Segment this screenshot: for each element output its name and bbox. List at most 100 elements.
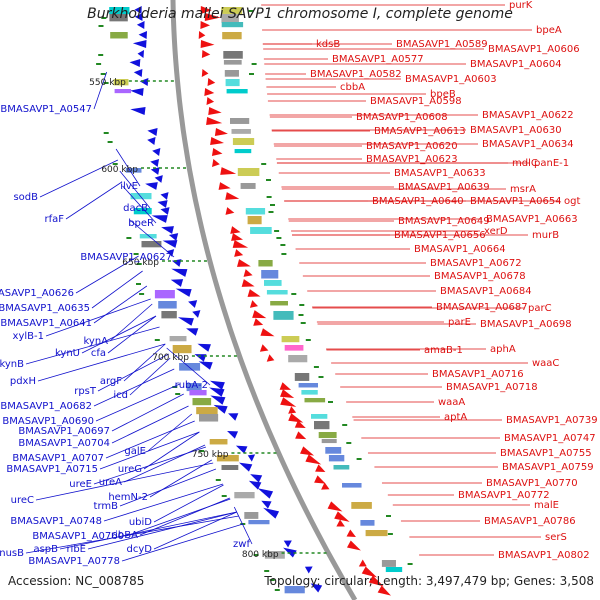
orf-mark <box>126 237 132 239</box>
orf-mark <box>103 132 109 134</box>
tick-label: 550 kbp <box>89 78 126 88</box>
feature-track-block <box>301 390 318 395</box>
orf-mark <box>387 533 393 535</box>
orf-mark <box>269 579 275 581</box>
forward-gene-arrow <box>294 420 306 428</box>
forward-gene-label: BMASAVP1_A0747 <box>504 433 596 444</box>
forward-gene-label: bpeA <box>536 25 562 36</box>
orf-mark <box>221 495 227 497</box>
reverse-gene-label: BMASAVP1_A0697 <box>18 426 110 437</box>
reverse-gene-arrow <box>160 192 169 200</box>
forward-gene-label: panE-1 <box>534 158 569 169</box>
feature-track-block <box>179 363 201 371</box>
forward-gene-label: bpeB <box>430 89 456 100</box>
orf-mark <box>199 450 205 452</box>
orf-mark <box>346 442 352 444</box>
feature-track-block <box>381 560 396 567</box>
reverse-gene-label: dcyD <box>127 544 153 555</box>
reverse-gene-arrow <box>188 300 198 308</box>
reverse-gene-arrow <box>209 387 225 397</box>
reverse-gene-arrow <box>257 488 274 499</box>
reverse-gene-label: kynA <box>83 336 108 347</box>
orf-mark <box>328 401 333 403</box>
orf-mark <box>274 589 280 591</box>
feature-track-block <box>209 439 228 445</box>
reverse-gene-arrow <box>147 137 156 145</box>
feature-track-block <box>221 14 239 23</box>
reverse-gene-arrow <box>162 240 178 248</box>
reverse-gene-label: rpsT <box>74 386 97 397</box>
feature-track-block <box>264 551 285 559</box>
reverse-gene-label: xylB-1 <box>13 331 44 342</box>
feature-track-block <box>192 398 212 406</box>
feature-track-block <box>222 32 242 40</box>
feature-track-block <box>189 390 207 396</box>
forward-gene-label: BMASAVP1_A0654 <box>470 196 562 207</box>
forward-gene-arrow <box>204 13 221 21</box>
leader-line <box>39 159 119 198</box>
feature-track-block <box>224 70 239 77</box>
forward-gene-arrow <box>201 50 211 58</box>
reverse-gene-label: rfaF <box>44 214 64 225</box>
genome-backbone <box>170 0 358 600</box>
leader-line <box>87 511 237 550</box>
orf-mark <box>299 304 305 306</box>
reverse-gene-label: BMASAVP1_A0690 <box>2 416 94 427</box>
orf-mark <box>342 424 348 426</box>
reverse-gene-arrow <box>228 413 239 421</box>
forward-gene-arrow <box>252 310 267 319</box>
forward-gene-label: amaB-1 <box>424 345 463 356</box>
reverse-gene-arrow <box>160 207 170 215</box>
forward-gene-arrow <box>300 446 315 456</box>
forward-gene-label: BMASAVP1_A0698 <box>480 319 572 330</box>
feature-track-block <box>325 447 342 454</box>
reverse-gene-label: BMASAVP1_A0547 <box>0 104 92 115</box>
reverse-gene-label: ilvE <box>120 181 138 192</box>
reverse-gene-arrow <box>138 31 148 39</box>
forward-gene-arrow <box>243 269 253 277</box>
forward-gene-arrow <box>218 182 231 190</box>
leader-line <box>119 170 151 209</box>
leader-line <box>45 298 151 337</box>
forward-gene-label: parC <box>528 303 552 314</box>
feature-track-block <box>109 14 128 22</box>
forward-gene-arrow <box>200 21 211 29</box>
reverse-gene-label: nusB <box>0 548 24 559</box>
forward-gene-arrow <box>377 585 392 596</box>
leader-line <box>81 315 157 354</box>
forward-gene-label: mdlC <box>512 158 538 169</box>
leader-line <box>93 71 108 110</box>
reverse-gene-label: trmB <box>94 501 119 512</box>
leader-line <box>233 506 253 545</box>
feature-track-block <box>130 193 152 200</box>
feature-track-block <box>360 520 375 526</box>
leader-line <box>25 515 239 554</box>
forward-gene-arrow <box>211 148 223 156</box>
feature-track-block <box>264 280 282 286</box>
tick-label: 600 kbp <box>101 165 138 175</box>
feature-track-block <box>385 567 403 573</box>
reverse-gene-label: BMASAVP1_A0760 <box>32 531 124 542</box>
forward-gene-label: BMASAVP1_A0678 <box>434 271 526 282</box>
feature-track-block <box>109 7 130 15</box>
reverse-gene-arrow <box>186 328 199 336</box>
reverse-gene-arrow <box>130 88 144 96</box>
leader-line <box>97 353 169 392</box>
feature-track-block <box>284 586 305 594</box>
forward-gene-label: BMASAVP1_A0639 <box>398 182 490 193</box>
reverse-gene-label: ribE <box>66 544 86 555</box>
reverse-gene-label: zwf <box>233 539 250 550</box>
reverse-gene-arrow <box>263 507 280 519</box>
forward-gene-label: BMASAVP1_A0640 <box>372 196 464 207</box>
feature-track-block <box>240 183 256 189</box>
orf-mark <box>98 25 104 27</box>
feature-track-block <box>169 336 187 342</box>
forward-gene-arrow <box>210 137 224 145</box>
reverse-gene-arrow <box>235 445 248 454</box>
reverse-gene-label: BMASAVP1_A0778 <box>28 556 120 567</box>
forward-gene-label: serS <box>545 532 567 543</box>
reverse-gene-arrow <box>152 148 161 156</box>
forward-gene-arrow <box>321 482 330 490</box>
forward-gene-label: BMASAVP1_A0772 <box>458 490 550 501</box>
leader-line <box>111 393 184 432</box>
